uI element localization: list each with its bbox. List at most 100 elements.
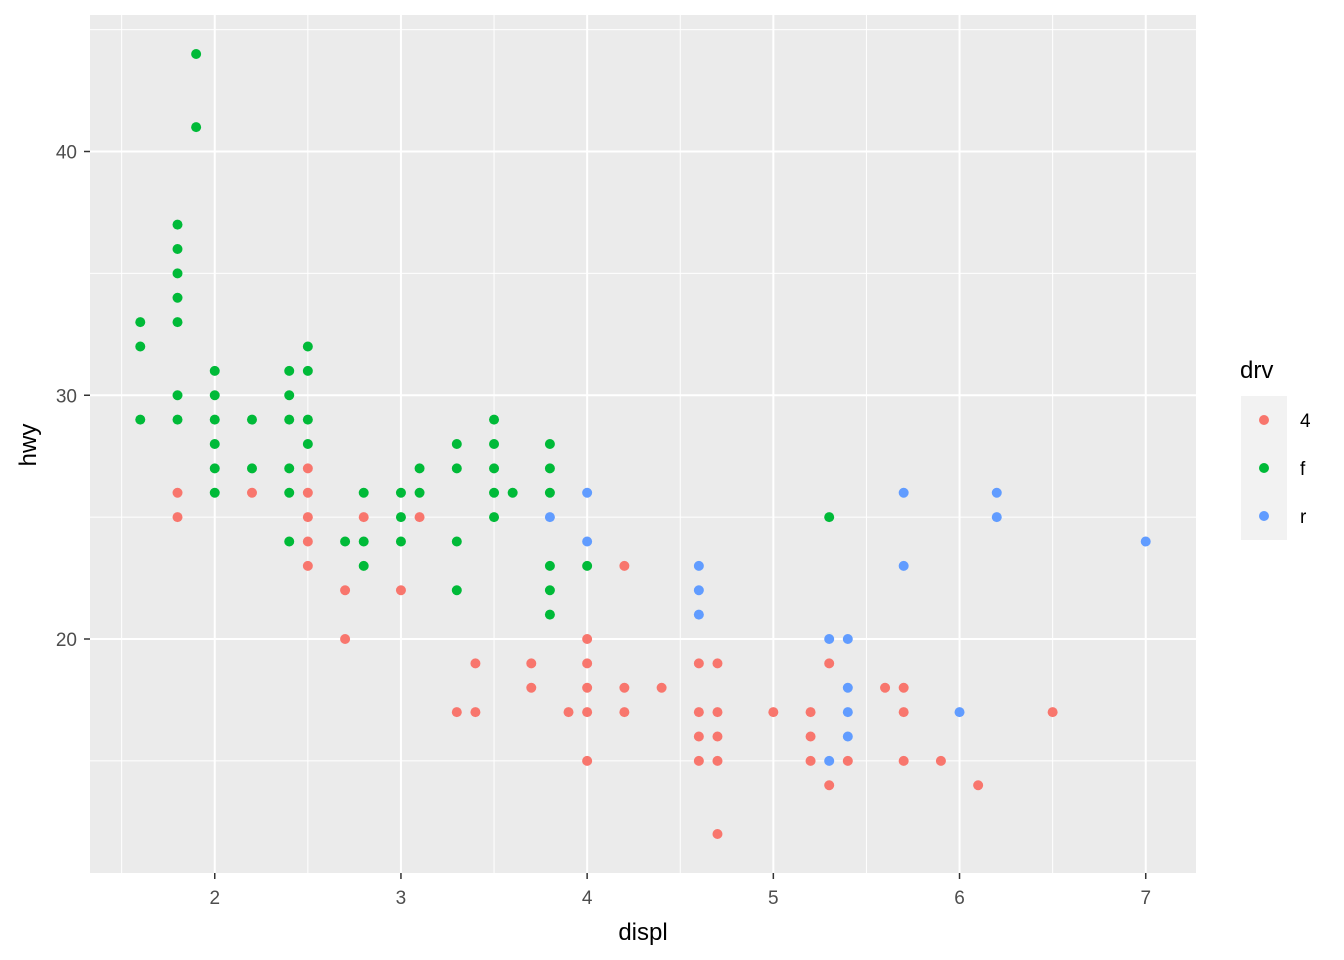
data-point-4 xyxy=(768,707,779,718)
data-point-r xyxy=(824,634,835,644)
data-point-f xyxy=(284,365,295,376)
data-point-4 xyxy=(712,731,723,742)
legend-title: drv xyxy=(1240,357,1273,384)
data-point-4 xyxy=(656,682,667,693)
data-point-f xyxy=(209,439,220,449)
x-tick-label: 2 xyxy=(209,888,220,909)
data-point-r xyxy=(898,487,909,498)
x-tick-label: 7 xyxy=(1140,888,1151,909)
data-point-4 xyxy=(470,707,481,718)
data-point-4 xyxy=(712,658,723,669)
data-point-4 xyxy=(340,634,351,644)
data-point-4 xyxy=(619,707,630,718)
data-point-f xyxy=(209,463,220,474)
data-point-4 xyxy=(582,755,593,766)
data-point-f xyxy=(191,49,202,59)
data-point-f xyxy=(395,536,406,547)
data-point-f xyxy=(209,487,220,498)
data-point-f xyxy=(284,414,295,425)
data-point-f xyxy=(451,463,462,474)
data-point-f xyxy=(395,512,406,523)
data-point-4 xyxy=(973,780,984,791)
data-point-f xyxy=(209,390,220,401)
data-point-r xyxy=(693,609,704,620)
legend-key-f xyxy=(1259,463,1269,473)
data-point-4 xyxy=(898,707,909,718)
y-axis-title: hwy xyxy=(15,424,42,467)
data-point-4 xyxy=(898,682,909,693)
data-point-f xyxy=(191,122,202,133)
data-point-4 xyxy=(414,512,425,523)
data-point-4 xyxy=(805,731,816,742)
data-point-r xyxy=(824,755,835,766)
y-tick-label: 20 xyxy=(56,630,77,651)
data-point-4 xyxy=(842,755,853,766)
data-point-r xyxy=(693,585,704,596)
data-point-f xyxy=(172,317,183,328)
legend-key-r xyxy=(1259,511,1269,521)
legend-entries: 4 f r xyxy=(1259,411,1311,528)
data-point-4 xyxy=(582,658,593,669)
data-point-4 xyxy=(451,707,462,718)
data-point-4 xyxy=(693,707,704,718)
data-point-f xyxy=(172,219,183,230)
data-point-f xyxy=(489,439,500,449)
data-point-4 xyxy=(693,755,704,766)
data-point-4 xyxy=(805,755,816,766)
data-point-f xyxy=(544,560,555,571)
data-point-r xyxy=(842,634,853,644)
data-point-4 xyxy=(246,487,257,498)
data-point-f xyxy=(489,463,500,474)
y-axis: 20 30 40 xyxy=(56,143,90,651)
data-point-f xyxy=(209,414,220,425)
data-point-r xyxy=(1140,536,1151,547)
data-point-f xyxy=(302,365,313,376)
data-point-r xyxy=(842,707,853,718)
data-point-f xyxy=(582,560,593,571)
data-point-f xyxy=(135,317,146,328)
data-point-4 xyxy=(172,487,183,498)
data-point-f xyxy=(340,536,351,547)
legend-key-4 xyxy=(1259,415,1269,425)
data-point-4 xyxy=(693,658,704,669)
data-point-4 xyxy=(172,512,183,523)
data-point-4 xyxy=(693,731,704,742)
data-point-f xyxy=(135,414,146,425)
x-axis-title: displ xyxy=(618,919,667,946)
data-point-f xyxy=(302,439,313,449)
data-point-4 xyxy=(302,536,313,547)
data-point-r xyxy=(954,707,965,718)
data-point-f xyxy=(358,536,369,547)
data-point-f xyxy=(507,487,518,498)
x-axis: 2 3 4 5 6 7 xyxy=(209,873,1151,909)
data-point-f xyxy=(284,463,295,474)
data-point-r xyxy=(991,512,1002,523)
data-point-4 xyxy=(526,682,537,693)
legend-label-f: f xyxy=(1300,459,1306,480)
data-point-4 xyxy=(824,780,835,791)
data-point-4 xyxy=(619,682,630,693)
data-point-4 xyxy=(619,560,630,571)
data-point-f xyxy=(451,439,462,449)
data-point-f xyxy=(172,414,183,425)
major-gridlines xyxy=(90,15,1196,873)
data-point-4 xyxy=(712,829,723,839)
minor-gridlines xyxy=(90,15,1196,873)
data-point-4 xyxy=(935,755,946,766)
data-point-f xyxy=(284,536,295,547)
data-point-f xyxy=(414,463,425,474)
data-point-f xyxy=(246,414,257,425)
x-tick-label: 3 xyxy=(396,888,407,909)
x-tick-label: 5 xyxy=(768,888,779,909)
data-point-r xyxy=(842,731,853,742)
data-point-f xyxy=(544,585,555,596)
data-point-r xyxy=(544,512,555,523)
data-point-4 xyxy=(582,707,593,718)
data-point-r xyxy=(898,560,909,571)
data-point-f xyxy=(451,585,462,596)
data-point-4 xyxy=(712,707,723,718)
data-point-f xyxy=(489,487,500,498)
data-point-f xyxy=(358,487,369,498)
data-point-f xyxy=(358,560,369,571)
